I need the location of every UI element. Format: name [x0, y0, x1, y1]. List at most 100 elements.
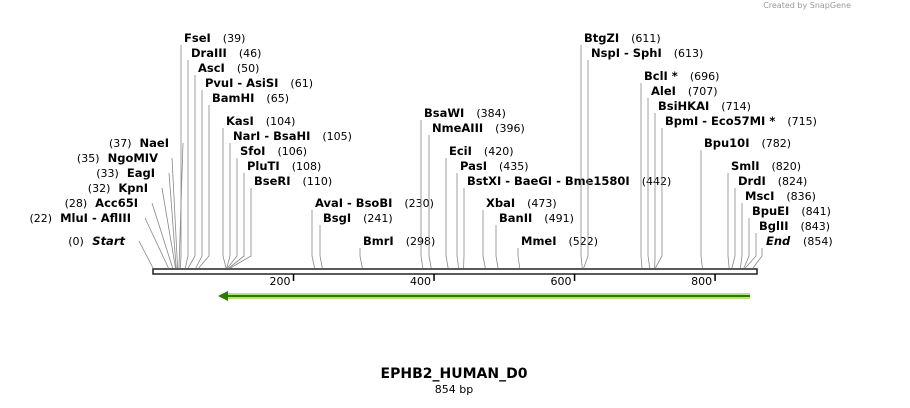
site-connector: [640, 83, 643, 269]
site-connector: [647, 98, 651, 269]
site-name: FseI: [184, 31, 211, 45]
site-name: DrdI: [738, 174, 766, 188]
site-position: (104): [266, 115, 296, 128]
site-name: BtgZI: [584, 31, 619, 45]
site-name: BglII: [759, 219, 789, 233]
site-position: (384): [476, 107, 506, 120]
site-connector: [727, 173, 730, 269]
site-position: (32): [88, 182, 111, 195]
site-connector: [495, 225, 499, 269]
site-connector: [198, 105, 210, 269]
site-position: (230): [404, 197, 434, 210]
site-name: PasI: [460, 159, 487, 173]
site-name: BpuEI: [752, 204, 789, 218]
site-name: BseRI: [254, 174, 291, 188]
site-connector: [744, 233, 757, 269]
site-connector: [311, 210, 315, 269]
site-connector: [739, 203, 743, 269]
site-position: (396): [495, 122, 525, 135]
site-position: (841): [801, 205, 831, 218]
site-connector: [445, 158, 449, 269]
site-name: AscI: [198, 61, 225, 75]
site-position: (854): [803, 235, 833, 248]
site-connector: [482, 210, 486, 269]
site-name: AvaI - BsoBI: [315, 196, 392, 210]
site-position: (61): [290, 77, 313, 90]
site-name: BsiHKAI: [658, 99, 709, 113]
site-name: BamHI: [212, 91, 254, 105]
site-connector: [420, 120, 424, 269]
site-connector: [222, 128, 227, 269]
site-name: BanII: [499, 211, 532, 225]
site-connector: [583, 60, 589, 269]
site-connector: [180, 45, 182, 269]
site-position: (22): [30, 212, 53, 225]
site-connector: [752, 248, 763, 269]
site-position: (241): [363, 212, 393, 225]
site-connector: [171, 157, 178, 269]
site-position: (491): [544, 212, 574, 225]
site-name: NaeI: [140, 136, 169, 150]
site-name: MscI: [745, 189, 774, 203]
site-connector: [655, 128, 663, 269]
site-position: (843): [801, 220, 831, 233]
site-connector: [195, 90, 203, 269]
site-name: PluTI: [247, 159, 280, 173]
site-name: BpmI - Eco57MI *: [665, 114, 775, 128]
site-position: (46): [239, 47, 262, 60]
site-name: End: [766, 234, 791, 248]
site-connector: [151, 202, 174, 269]
site-position: (714): [721, 100, 751, 113]
site-name: AleI: [651, 84, 676, 98]
map-length: 854 bp: [435, 383, 473, 396]
site-position: (442): [642, 175, 672, 188]
site-connector: [230, 188, 252, 269]
site-position: (28): [65, 197, 88, 210]
site-position: (522): [569, 235, 599, 248]
site-position: (820): [772, 160, 802, 173]
site-connector: [428, 135, 432, 269]
site-connector: [161, 187, 176, 269]
site-position: (473): [527, 197, 557, 210]
site-position: (782): [761, 137, 791, 150]
site-position: (33): [96, 167, 119, 180]
site-name: KasI: [226, 114, 254, 128]
site-connector: [319, 225, 323, 269]
site-connector: [144, 217, 169, 269]
site-connector: [731, 188, 736, 269]
ruler-label: 800: [691, 275, 712, 288]
feature-arrow-head: [218, 291, 228, 301]
site-position: (435): [499, 160, 529, 173]
site-position: (613): [674, 47, 704, 60]
site-name: MluI - AflIII: [60, 211, 131, 225]
site-name: Acc65I: [95, 196, 138, 210]
site-position: (50): [237, 62, 260, 75]
site-connector: [138, 240, 154, 269]
site-connector: [226, 143, 231, 269]
site-connector: [580, 45, 583, 269]
site-name: NgoMIV: [108, 151, 158, 165]
site-name: NmeAIII: [432, 121, 483, 135]
ruler-label: 200: [270, 275, 291, 288]
site-position: (0): [68, 235, 84, 248]
map-title: EPHB2_HUMAN_D0: [381, 366, 528, 382]
site-position: (39): [223, 32, 246, 45]
site-name: BstXI - BaeGI - Bme1580I: [467, 174, 630, 188]
site-name: Start: [92, 234, 125, 248]
site-position: (420): [484, 145, 514, 158]
site-name: BsgI: [323, 211, 351, 225]
site-position: (106): [277, 145, 307, 158]
ruler-label: 600: [551, 275, 572, 288]
site-position: (35): [77, 152, 100, 165]
site-name: NarI - BsaHI: [233, 129, 310, 143]
site-name: DraIII: [191, 46, 227, 60]
site-connector: [700, 150, 703, 269]
site-name: Bpu10I: [704, 136, 749, 150]
site-name: PvuI - AsiSI: [205, 76, 278, 90]
site-position: (298): [406, 235, 436, 248]
site-position: (110): [303, 175, 333, 188]
site-connector: [456, 173, 460, 269]
site-position: (836): [786, 190, 816, 203]
site-position: (824): [778, 175, 808, 188]
